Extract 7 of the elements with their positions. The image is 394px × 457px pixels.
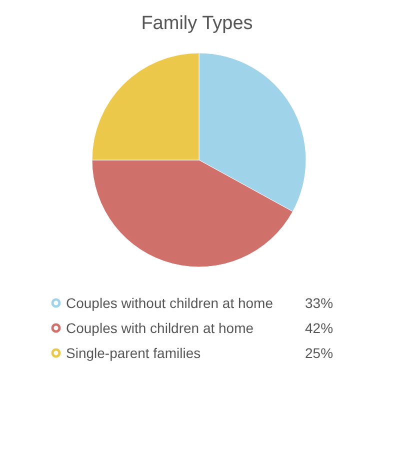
legend-label: Couples with children at home [66,320,254,336]
legend-label: Single-parent families [66,345,201,361]
data-label: 25% [305,345,334,361]
legend-label: Couples without children at home [66,295,274,311]
data-label: 33% [305,295,334,311]
chart-title: Family Types [141,13,253,34]
data-label: 42% [305,320,334,336]
